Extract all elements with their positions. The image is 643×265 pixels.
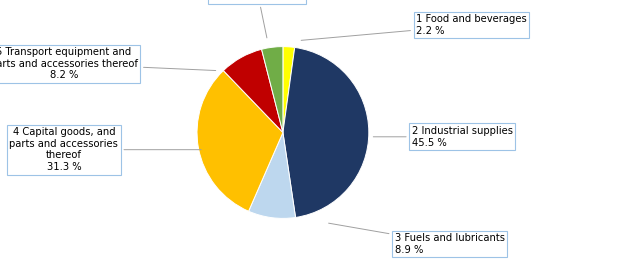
Text: 6 Consumer goods
4.0 %: 6 Consumer goods 4.0 % [210,0,304,38]
Wedge shape [283,47,369,218]
Text: 3 Fuels and lubricants
8.9 %: 3 Fuels and lubricants 8.9 % [329,223,505,255]
Wedge shape [283,47,294,132]
Text: 1 Food and beverages
2.2 %: 1 Food and beverages 2.2 % [301,14,527,40]
Text: 4 Capital goods, and
parts and accessories
thereof
31.3 %: 4 Capital goods, and parts and accessori… [10,127,201,172]
Text: 5 Transport equipment and
parts and accessories thereof
8.2 %: 5 Transport equipment and parts and acce… [0,47,215,80]
Text: 2 Industrial supplies
45.5 %: 2 Industrial supplies 45.5 % [374,126,512,148]
Wedge shape [223,49,283,132]
Wedge shape [262,47,283,132]
Wedge shape [249,132,296,218]
Wedge shape [197,70,283,211]
